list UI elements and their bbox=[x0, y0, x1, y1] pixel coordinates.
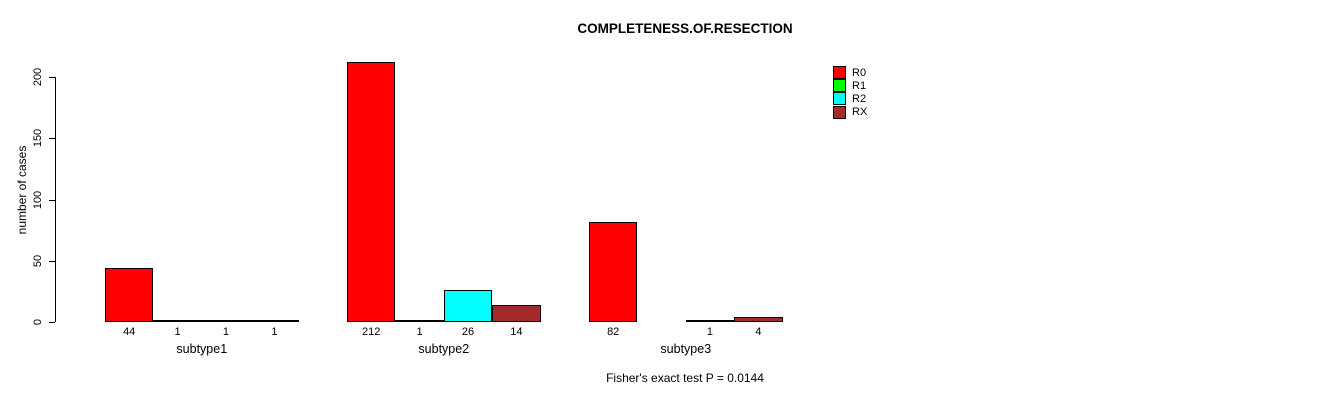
bar-r0-subtype2 bbox=[347, 62, 396, 322]
y-axis-tick-label: 0 bbox=[32, 318, 44, 326]
legend-label-rx: RX bbox=[852, 106, 868, 119]
bar-count-label: 26 bbox=[461, 326, 475, 338]
y-axis-label: number of cases bbox=[15, 145, 29, 235]
legend-swatch-rx bbox=[833, 105, 846, 119]
bar-count-label: 4 bbox=[755, 326, 762, 338]
y-axis-tick-label: 100 bbox=[32, 190, 44, 209]
annotation-text: Fisher's exact test P = 0.0144 bbox=[606, 371, 764, 385]
bar-count-label: 1 bbox=[271, 326, 278, 338]
y-axis-tick-label: 150 bbox=[32, 129, 44, 148]
bar-count-label: 1 bbox=[174, 326, 181, 338]
bar-count-label: 1 bbox=[706, 326, 714, 338]
legend-swatch-r0 bbox=[833, 66, 846, 79]
legend-label-r2: R2 bbox=[852, 92, 867, 105]
bar-r1-subtype2 bbox=[395, 320, 444, 322]
chart-title: COMPLETENESS.OF.RESECTION bbox=[577, 21, 793, 36]
bar-r0-subtype1 bbox=[105, 268, 154, 322]
y-axis-tick bbox=[49, 322, 55, 323]
legend-label-r0: R0 bbox=[852, 66, 867, 79]
y-axis-tick bbox=[49, 77, 55, 78]
bar-count-label: 14 bbox=[510, 326, 523, 338]
bar-count-label: 44 bbox=[123, 326, 136, 338]
y-axis-tick bbox=[49, 260, 55, 262]
bar-r2-subtype1 bbox=[201, 320, 251, 322]
legend-swatch-r1 bbox=[833, 79, 846, 93]
bar-rx-subtype2 bbox=[492, 305, 541, 322]
bar-count-label: 82 bbox=[607, 326, 620, 338]
legend-swatch-r2 bbox=[833, 92, 846, 106]
bar-r2-subtype2 bbox=[443, 290, 493, 322]
bar-r1-subtype1 bbox=[153, 320, 202, 322]
bar-rx-subtype1 bbox=[250, 320, 299, 322]
y-axis-line bbox=[55, 77, 56, 322]
group-label-subtype1: subtype1 bbox=[176, 342, 228, 356]
group-label-subtype3: subtype3 bbox=[660, 342, 712, 356]
bar-r2-subtype3 bbox=[685, 320, 735, 322]
bar-count-label: 1 bbox=[222, 326, 230, 338]
legend-label-r1: R1 bbox=[852, 79, 867, 92]
y-axis-tick bbox=[49, 138, 55, 140]
bar-rx-subtype3 bbox=[734, 317, 783, 322]
y-axis-tick-label: 200 bbox=[32, 67, 44, 87]
bar-count-label: 1 bbox=[416, 326, 423, 338]
y-axis-tick-label: 50 bbox=[32, 254, 44, 267]
y-axis-tick bbox=[49, 199, 55, 201]
bar-count-label: 212 bbox=[362, 326, 381, 338]
bar-r0-subtype3 bbox=[589, 222, 638, 322]
group-label-subtype2: subtype2 bbox=[418, 342, 470, 356]
